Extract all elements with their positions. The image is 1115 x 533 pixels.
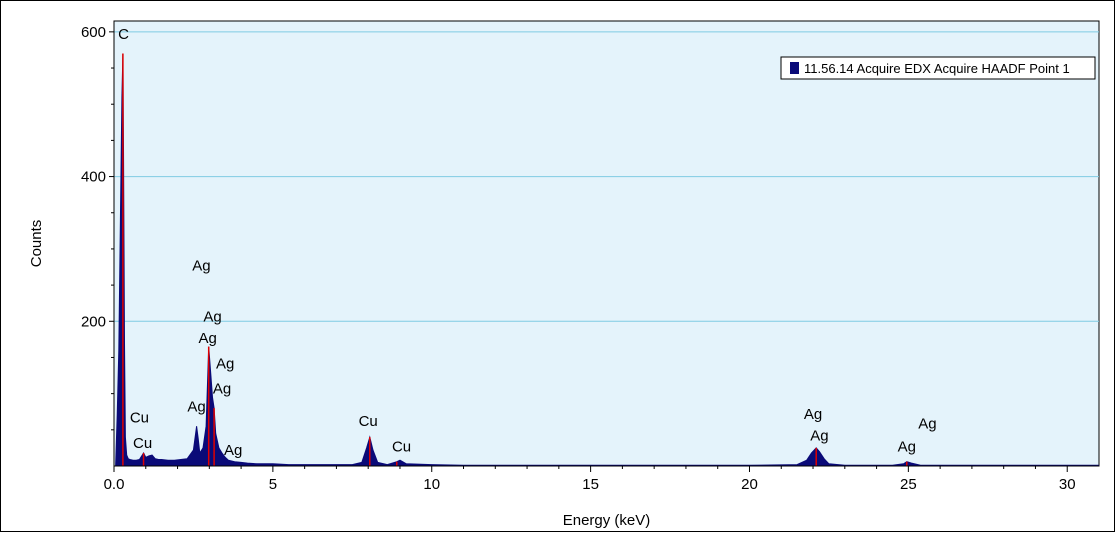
peak-label: Ag: [192, 258, 210, 275]
x-tick-label: 25: [900, 476, 917, 493]
y-axis-label: Counts: [28, 220, 45, 268]
gridlines: [114, 31, 1099, 322]
y-tick-label: 600: [81, 24, 106, 41]
legend-label: 11.56.14 Acquire EDX Acquire HAADF Point…: [804, 61, 1070, 76]
peak-label: Ag: [213, 381, 231, 398]
peak-label: Cu: [133, 435, 152, 452]
peak-label: Ag: [199, 330, 217, 347]
peak-label: Cu: [392, 439, 411, 456]
x-axis-label: Energy (keV): [563, 512, 651, 529]
x-axis-ticks: 0.0 5 10 15 20 25 30: [104, 466, 1076, 493]
plot-area: [113, 20, 1100, 467]
legend-box: [780, 56, 1096, 80]
peak-label: Ag: [224, 442, 242, 459]
peak-markers: [122, 53, 908, 466]
legend-swatch: [790, 62, 799, 74]
peak-label: Ag: [810, 428, 828, 445]
x-tick-label: 5: [269, 476, 277, 493]
x-tick-label: 20: [741, 476, 758, 493]
peak-label: Ag: [216, 355, 234, 372]
y-tick-label: 200: [81, 313, 106, 330]
x-tick-label: 10: [423, 476, 440, 493]
peak-label: Ag: [918, 415, 936, 432]
peak-label: Ag: [187, 399, 205, 416]
peak-label: Ag: [203, 308, 221, 325]
peak-label: Cu: [130, 410, 149, 427]
y-axis-ticks: 200 400 600: [81, 24, 114, 431]
y-tick-label: 400: [81, 169, 106, 186]
x-tick-label: 0.0: [104, 476, 125, 493]
peak-label: C: [118, 26, 129, 43]
peak-label: Ag: [898, 439, 916, 456]
legend[interactable]: 11.56.14 Acquire EDX Acquire HAADF Point…: [780, 56, 1096, 80]
x-tick-label: 30: [1059, 476, 1076, 493]
spectrum-outline: [115, 53, 1099, 467]
x-tick-label: 15: [582, 476, 599, 493]
peak-label: Cu: [359, 413, 378, 430]
peak-label: Ag: [804, 406, 822, 423]
